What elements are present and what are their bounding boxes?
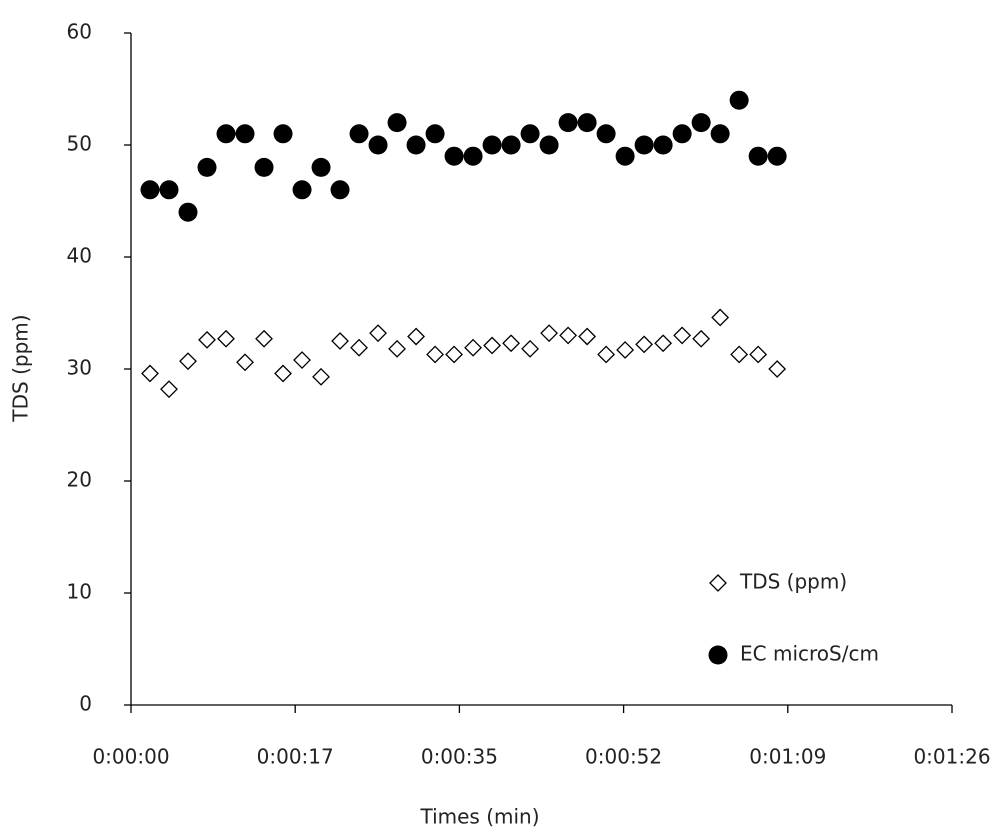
y-tick-label: 0 (79, 692, 92, 716)
circle-point (444, 146, 464, 166)
x-tick-label: 0:00:52 (585, 745, 662, 769)
circle-point (178, 202, 198, 222)
circle-point (577, 113, 597, 133)
diamond-point (160, 380, 178, 399)
circle-point (311, 157, 331, 177)
circle-point (710, 124, 730, 144)
circle-point (368, 135, 388, 155)
circle-point (235, 124, 255, 144)
diamond-point (217, 329, 235, 348)
circle-point (653, 135, 673, 155)
diamond-point (350, 338, 368, 357)
x-axis-label: Times (min) (419, 805, 539, 829)
circle-point (387, 113, 407, 133)
legend-marker (708, 645, 728, 665)
circle-point (767, 146, 787, 166)
diamond-point (559, 326, 578, 345)
circle-point (615, 146, 635, 166)
x-tick-label: 0:01:09 (749, 745, 826, 769)
diamond-point (255, 329, 273, 348)
legend-label: TDS (ppm) (739, 570, 847, 594)
circle-point (349, 124, 369, 144)
diamond-point (293, 351, 311, 369)
circle-point (197, 157, 217, 177)
circle-point (140, 180, 160, 200)
circle-point (520, 124, 540, 144)
circle-point (273, 124, 293, 144)
diamond-point (369, 324, 387, 343)
circle-point (463, 146, 483, 166)
circle-point (634, 135, 654, 155)
circle-point (216, 124, 236, 144)
diamond-point (426, 345, 444, 364)
diamond-point (464, 338, 483, 357)
circle-point (292, 180, 312, 200)
legend-marker (709, 574, 727, 592)
y-axis-label: TDS (ppm) (9, 314, 33, 422)
diamond-point (540, 324, 559, 343)
diamond-point (635, 335, 654, 354)
diamond-point (483, 336, 502, 355)
circle-point (425, 124, 445, 144)
circle-point (330, 180, 350, 200)
x-tick-label: 0:00:00 (92, 745, 169, 769)
diamond-point (597, 345, 616, 364)
x-tick-label: 0:00:17 (257, 745, 334, 769)
circle-point (729, 90, 749, 110)
diamond-point (654, 334, 673, 353)
diamond-point (179, 352, 197, 371)
circle-point (691, 113, 711, 133)
diamond-point (578, 327, 597, 346)
circle-point (539, 135, 559, 155)
diamond-point (711, 308, 730, 327)
diamond-point (236, 353, 254, 372)
diamond-point (521, 339, 540, 358)
diamond-point (692, 329, 711, 348)
legend-label: EC microS/cm (740, 642, 879, 666)
circle-point (406, 135, 426, 155)
diamond-point (502, 334, 521, 353)
diamond-point (407, 327, 425, 346)
circle-point (254, 157, 274, 177)
circle-point (558, 113, 578, 133)
y-tick-label: 40 (67, 244, 92, 268)
circle-point (482, 135, 502, 155)
diamond-point (198, 330, 216, 349)
y-tick-label: 50 (67, 132, 92, 156)
diamond-point (388, 339, 406, 358)
diamond-point (616, 341, 635, 359)
diamond-point (730, 345, 749, 364)
diamond-point (141, 364, 159, 383)
x-tick-label: 0:00:35 (421, 745, 498, 769)
diamond-point (768, 360, 787, 378)
diamond-point (312, 367, 330, 386)
y-tick-label: 10 (67, 580, 92, 604)
y-tick-label: 20 (67, 468, 92, 492)
diamond-point (331, 332, 349, 350)
y-tick-label: 60 (67, 20, 92, 44)
y-tick-label: 30 (67, 356, 92, 380)
diamond-point (445, 345, 463, 364)
circle-point (748, 146, 768, 166)
diamond-point (673, 326, 692, 345)
circle-point (596, 124, 616, 144)
diamond-point (274, 364, 292, 383)
x-tick-label: 0:01:26 (913, 745, 990, 769)
circle-point (672, 124, 692, 144)
diamond-point (749, 345, 768, 364)
circle-point (159, 180, 179, 200)
circle-point (501, 135, 521, 155)
